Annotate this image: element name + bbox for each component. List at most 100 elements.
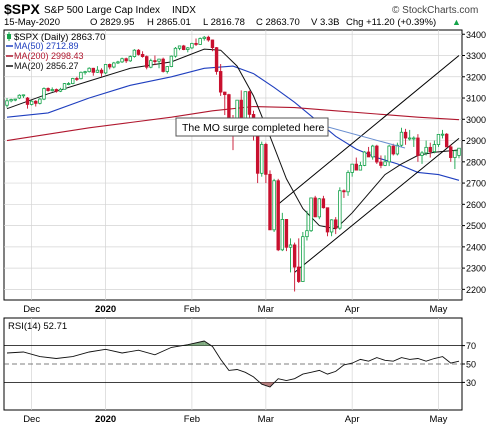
candle-body — [412, 137, 416, 140]
candle-body — [338, 190, 342, 229]
candle-body — [276, 180, 280, 251]
candle — [83, 70, 87, 75]
candle-body — [136, 49, 141, 55]
candle-body — [305, 230, 309, 238]
candle — [280, 212, 285, 252]
candle — [338, 187, 342, 230]
candle — [428, 142, 432, 158]
rsi-x-axis: Dec 2020 Feb Mar Apr May — [23, 414, 447, 425]
candle-body — [66, 83, 71, 85]
candle-body — [325, 207, 330, 233]
rsi-tick-label: 30 — [466, 378, 476, 388]
candle — [79, 71, 83, 80]
candle — [395, 142, 400, 156]
chart-low: L 2816.78 — [203, 17, 245, 28]
candle — [38, 98, 42, 105]
candle-body — [91, 67, 95, 73]
candle — [87, 67, 91, 73]
candle-body — [375, 145, 379, 163]
candle-body — [140, 54, 145, 57]
candle-body — [124, 58, 128, 62]
price-tick-label: 2700 — [466, 179, 486, 189]
candle-body — [128, 56, 132, 62]
candle-body — [50, 89, 54, 91]
candle-body — [112, 62, 116, 68]
candle — [292, 242, 297, 292]
candle — [432, 140, 437, 154]
candle — [457, 147, 461, 159]
candle — [165, 66, 169, 74]
candle-body — [132, 49, 137, 57]
price-x-tick-label: 2020 — [95, 304, 116, 315]
candle — [297, 238, 301, 283]
candle — [309, 197, 313, 232]
legend-price: $SPX (Daily) 2863.70 — [14, 32, 105, 43]
candle — [186, 47, 190, 53]
price-x-tick-label: Dec — [23, 304, 40, 315]
candle-body — [301, 236, 305, 282]
candle-body — [334, 219, 338, 229]
candle-body — [428, 146, 432, 153]
up-arrow-icon: ▲ — [452, 17, 461, 27]
candle-body — [387, 145, 391, 163]
candle — [379, 155, 383, 169]
rsi-line — [6, 340, 460, 388]
rsi-x-tick-label: Apr — [345, 414, 360, 425]
candle-body — [432, 144, 437, 153]
candle-body — [383, 161, 387, 166]
candle — [71, 77, 75, 85]
candle — [412, 136, 416, 147]
candle — [58, 87, 63, 93]
candle-body — [371, 145, 375, 158]
candle-body — [297, 266, 301, 282]
candle — [403, 128, 408, 145]
candle — [66, 82, 71, 86]
candle — [17, 94, 22, 100]
annotation-callout: The MO surge completed here — [175, 117, 406, 149]
candle — [206, 35, 211, 42]
candle — [247, 90, 252, 122]
candle — [317, 197, 321, 220]
rsi-title: RSI(14) 52.71 — [8, 321, 67, 332]
candle — [218, 64, 223, 96]
candle-body — [206, 36, 211, 41]
candle-body — [165, 66, 169, 72]
rsi-y-axis: 30 50 70 — [462, 341, 476, 388]
price-y-axis: 2200 2300 2400 2500 2600 2700 2800 2900 3000 3100… — [462, 30, 486, 295]
price-tick-label: 2200 — [466, 285, 486, 295]
chart-index-name: S&P 500 Large Cap Index — [44, 5, 160, 16]
candle — [149, 58, 153, 69]
candle — [354, 157, 358, 171]
candle — [181, 44, 186, 51]
candle-body — [403, 131, 408, 139]
candle-body — [202, 36, 206, 39]
rsi-x-tick-label: 2020 — [95, 414, 116, 425]
candle — [301, 231, 305, 282]
candle — [420, 151, 424, 164]
rsi-x-tick-label: Mar — [258, 414, 274, 425]
rsi-x-tick-label: May — [429, 414, 447, 425]
candle — [346, 170, 350, 196]
price-legend: $SPX (Daily) 2863.70 MA(50) 2712.89 MA(2… — [6, 32, 105, 71]
candle-body — [116, 61, 120, 64]
legend-ma50: MA(50) 2712.89 — [14, 41, 79, 51]
series-channel-upper — [277, 55, 460, 205]
candle-body — [75, 78, 79, 80]
candle-body — [42, 88, 46, 100]
chart-exchange: INDX — [172, 5, 196, 16]
candle-body — [157, 58, 161, 62]
candle-body — [239, 99, 243, 120]
candle — [325, 207, 330, 237]
candle — [194, 38, 198, 46]
candle-body — [243, 91, 248, 120]
candle-body — [95, 69, 100, 73]
candle — [362, 151, 367, 167]
candle — [173, 47, 178, 58]
series-channel-lower — [294, 138, 460, 273]
candle — [276, 178, 280, 252]
candle-body — [223, 91, 227, 96]
candle-body — [103, 64, 108, 74]
series-ma-50 — [6, 65, 460, 181]
price-tick-label: 2400 — [466, 242, 486, 252]
